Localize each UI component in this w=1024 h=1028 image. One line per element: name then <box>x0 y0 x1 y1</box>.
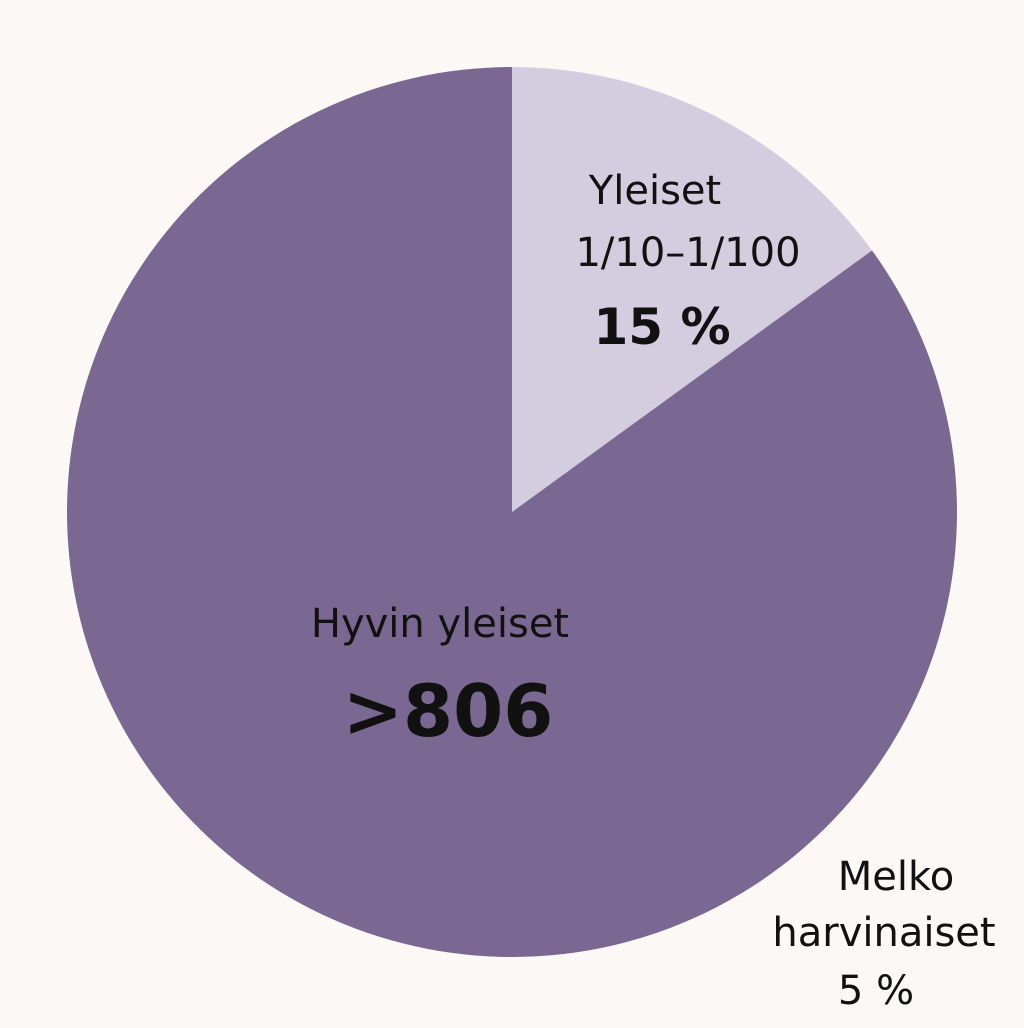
outside-note-value: 5 % <box>838 968 914 1014</box>
outside-note-line2: harvinaiset <box>772 910 995 956</box>
pie-slices <box>66 67 957 957</box>
slice-label-yleiset-value: 15 % <box>593 298 730 356</box>
pie-slice-hyvin-yleiset <box>66 67 957 957</box>
slice-label-hyvin-yleiset-name: Hyvin yleiset <box>311 601 569 647</box>
slice-label-hyvin-yleiset-value: >806 <box>343 669 554 753</box>
slice-label-yleiset-range: 1/10–1/100 <box>575 230 800 276</box>
outside-note-line1: Melko <box>838 854 954 900</box>
slice-label-yleiset-name: Yleiset <box>588 168 721 214</box>
pie-slice-yleiset <box>512 67 873 512</box>
